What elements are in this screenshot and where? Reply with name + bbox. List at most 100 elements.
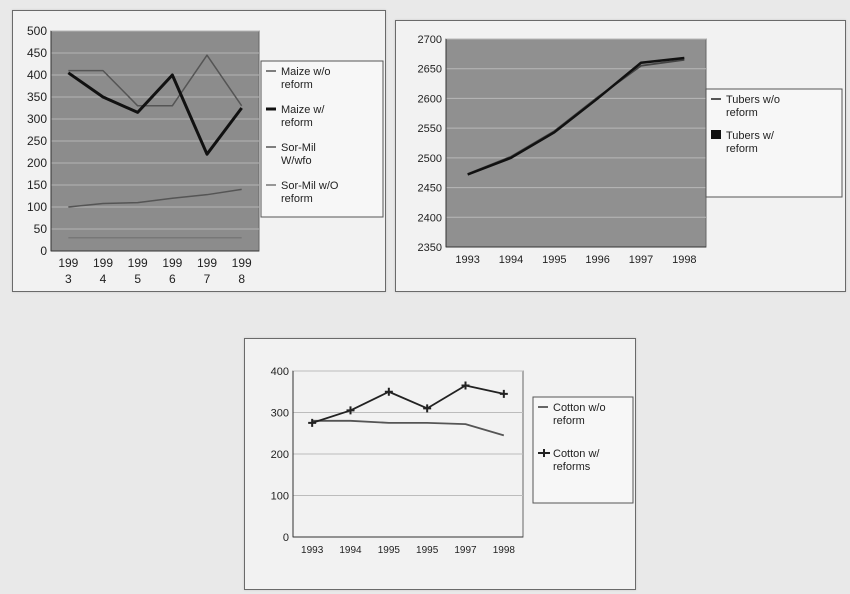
x-tick-label: 1996 [585, 254, 609, 266]
legend-label-line: Tubers w/ [726, 130, 775, 142]
y-tick-label: 500 [27, 24, 47, 38]
y-tick-label: 150 [27, 178, 47, 192]
x-tick-label-line: 199 [232, 256, 252, 270]
y-tick-label: 2700 [418, 34, 442, 46]
x-tick-label-line: 1995 [416, 545, 439, 556]
x-tick-label-line: 1995 [542, 254, 566, 266]
legend-label-line: Cotton w/o [553, 402, 606, 414]
legend-label-line: reform [281, 117, 313, 129]
y-tick-label: 250 [27, 134, 47, 148]
x-tick-label-line: 1997 [629, 254, 653, 266]
x-tick-label: 1998 [672, 254, 696, 266]
x-tick-label-line: 6 [169, 272, 176, 286]
x-tick-label: 1994 [339, 545, 362, 556]
y-tick-label: 350 [27, 90, 47, 104]
series-line [68, 188, 242, 208]
y-tick-label: 400 [27, 68, 47, 82]
x-tick-label-line: 8 [238, 272, 245, 286]
data-point-marker [461, 381, 470, 390]
legend-label: Maize w/reform [281, 104, 325, 129]
x-tick-label-line: 3 [65, 272, 72, 286]
y-tick-label: 450 [27, 46, 47, 60]
y-tick-label: 0 [40, 244, 47, 258]
x-tick-label-line: 199 [197, 256, 217, 270]
y-tick-label: 2550 [418, 123, 442, 135]
legend-label-line: reform [553, 415, 585, 427]
y-tick-label: 2650 [418, 64, 442, 76]
x-tick-label-line: 5 [134, 272, 141, 286]
y-tick-label: 50 [34, 222, 48, 236]
legend-label: Sor-Mil W/wfo [281, 142, 316, 167]
legend-label: Maize w/o reform [281, 66, 331, 91]
x-tick-label-line: 199 [128, 256, 148, 270]
series-line [68, 54, 243, 107]
legend-label-line: reform [281, 193, 313, 205]
x-tick-label-line: 1998 [672, 254, 696, 266]
x-tick-label: 1993 [455, 254, 479, 266]
y-tick-label: 2400 [418, 212, 442, 224]
data-point-marker [423, 404, 432, 413]
plot-area [445, 38, 707, 248]
series-line [312, 419, 505, 437]
x-tick-label-line: 1994 [339, 545, 362, 556]
legend-label-line: Sor-Mil w/O [281, 180, 339, 192]
chart-panel-cotton: 0 100 200 300 400 1993 1994 1995 1995 1997 1998 Cot… [244, 338, 636, 590]
y-tick-label: 200 [271, 449, 289, 461]
x-tick-label-line: 1994 [499, 254, 523, 266]
y-tick-label: 100 [27, 200, 47, 214]
y-tick-label: 400 [271, 366, 289, 378]
tubers-chart: 2350 2400 2450 2500 2550 2600 2650 2700 1993 1994… [418, 34, 843, 266]
legend-label: Tubers w/o reform [726, 94, 780, 119]
legend-box [532, 396, 634, 504]
legend-label-line: reform [726, 143, 758, 155]
x-tick-label: 1997 [454, 545, 477, 556]
x-tick-label-line: 199 [162, 256, 182, 270]
y-tick-label: 2350 [418, 242, 442, 254]
y-tick-label: 2450 [418, 183, 442, 195]
x-tick-label: 1995 [542, 254, 566, 266]
x-tick-label-line: 1993 [455, 254, 479, 266]
data-point-marker [384, 387, 393, 396]
x-tick-label-line: 1996 [585, 254, 609, 266]
x-tick-label-line: 1995 [378, 545, 401, 556]
y-tick-label: 200 [27, 156, 47, 170]
x-tick-label: 1997 [629, 254, 653, 266]
legend-label-line: W/wfo [281, 155, 312, 167]
x-tick-label-line: 1993 [301, 545, 324, 556]
cotton-chart: 0 100 200 300 400 1993 1994 1995 1995 1997 1998 Cot… [271, 366, 634, 556]
legend-label-line: Sor-Mil [281, 142, 316, 154]
series-line [467, 56, 685, 176]
data-point-marker [346, 406, 355, 415]
legend-box [705, 88, 843, 198]
series-line [311, 384, 505, 424]
x-tick-label-line: 1997 [454, 545, 477, 556]
y-tick-label: 2500 [418, 153, 442, 165]
y-tick-label: 100 [271, 491, 289, 503]
x-tick-label-line: 199 [93, 256, 113, 270]
legend-label: Sor-Mil w/O reform [281, 180, 339, 205]
legend-label-line: reform [726, 107, 758, 119]
data-point-marker [308, 418, 317, 427]
x-tick-label: 1995 [416, 545, 439, 556]
x-tick-label-line: 1998 [493, 545, 516, 556]
legend-label-line: Tubers w/o [726, 94, 780, 106]
y-tick-label: 2600 [418, 93, 442, 105]
chart-panel-tubers: 2350 2400 2450 2500 2550 2600 2650 2700 1993 1994… [395, 20, 846, 292]
x-tick-label: 1995 [378, 545, 401, 556]
x-tick-label-line: 199 [58, 256, 78, 270]
legend-label: Cotton w/o reform [553, 402, 606, 427]
legend-label-line: reforms [553, 461, 591, 473]
x-tick-label: 1993 [301, 545, 324, 556]
legend-label: Tubers w/reform [726, 130, 775, 155]
legend-label-line: Maize w/ [281, 104, 325, 116]
legend-swatch [711, 130, 721, 139]
legend-label: Cotton w/reforms [553, 448, 600, 473]
x-tick-label: 1998 [493, 545, 516, 556]
legend-label-line: Cotton w/ [553, 448, 600, 460]
